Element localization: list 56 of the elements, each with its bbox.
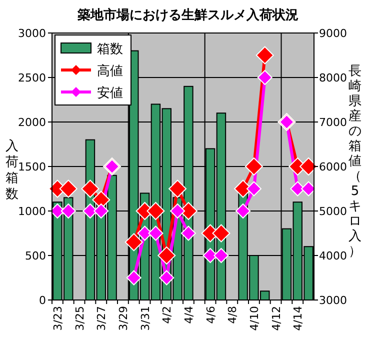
y2-tick-label: 5000 [319, 205, 347, 218]
chart-title: 築地市場における生鮮スルメ入荷状況 [76, 7, 298, 23]
x-tick-label: 3/27 [95, 306, 108, 331]
point [148, 226, 164, 241]
y-tick-label: 1000 [18, 205, 46, 218]
point [159, 270, 174, 286]
x-tick-label: 4/8 [226, 306, 240, 324]
y-tick-label: 0 [39, 294, 46, 307]
x-tick-label: 4/6 [204, 306, 218, 324]
point [168, 180, 187, 198]
y2-tick-label: 8000 [319, 72, 347, 84]
x-tick-label: 3/29 [116, 306, 130, 331]
x-tick-label: 4/4 [182, 306, 196, 324]
y-tick-label: 500 [25, 250, 46, 262]
point [212, 224, 230, 242]
y-tick-label: 3000 [18, 27, 46, 40]
point [300, 158, 318, 176]
x-tick-label: 3/23 [51, 306, 64, 331]
point [246, 181, 262, 196]
point [158, 246, 176, 264]
point [137, 226, 152, 241]
y2-tick-label: 3000 [319, 294, 347, 307]
y2-tick-label: 6000 [319, 160, 347, 174]
legend-label: 安値 [97, 85, 123, 101]
y2-tick-label: 9000 [319, 27, 347, 40]
y-tick-label: 2500 [18, 72, 46, 84]
point [146, 202, 165, 220]
x-tick-label: 4/2 [160, 306, 174, 324]
legend-label: 高値 [97, 63, 123, 79]
point [170, 204, 186, 218]
point [124, 233, 143, 252]
y2-tick-label: 4000 [319, 250, 347, 262]
point [126, 270, 142, 286]
legend-label: 箱数 [97, 42, 123, 57]
x-tick-label: 4/14 [292, 306, 305, 331]
ylabel: 入荷箱数 [6, 139, 18, 202]
point [82, 204, 98, 218]
x-tick-label: 3/25 [73, 306, 86, 331]
point [256, 46, 274, 64]
x-tick-label: 4/12 [270, 306, 283, 331]
point [81, 180, 100, 198]
point [214, 248, 229, 263]
point [244, 158, 263, 176]
point [59, 180, 78, 198]
y2label: 長崎県産の箱値（5キロ入） [348, 64, 362, 259]
x-tick-label: 4/10 [248, 306, 261, 331]
point [180, 226, 196, 241]
y-tick-label: 2000 [18, 116, 46, 129]
y-tick-label: 1500 [18, 160, 46, 174]
y2-tick-label: 7000 [319, 116, 347, 129]
x-tick-label: 3/31 [138, 306, 152, 331]
point [236, 204, 251, 218]
point [301, 181, 316, 196]
point [94, 204, 109, 218]
point [257, 70, 272, 85]
point [60, 204, 76, 218]
